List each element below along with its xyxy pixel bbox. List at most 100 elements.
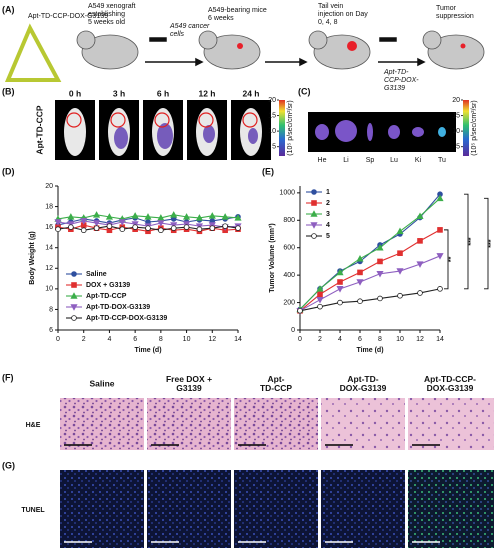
series-line bbox=[299, 229, 441, 312]
organ-label: Lu bbox=[390, 157, 398, 164]
x-tick-label: 14 bbox=[234, 336, 242, 343]
step-text: 6 weeks bbox=[208, 15, 234, 22]
y-tick-label: 10 bbox=[45, 286, 53, 293]
histology-images bbox=[60, 398, 494, 548]
legend-label: 2 bbox=[326, 200, 330, 207]
time-label: 0 h bbox=[69, 88, 81, 98]
step-text: establishing bbox=[88, 11, 125, 18]
significance-bracket bbox=[444, 229, 449, 290]
y-tick-label: 18 bbox=[45, 203, 53, 210]
marker bbox=[55, 226, 61, 233]
panel-label: (C) bbox=[298, 86, 311, 96]
marker bbox=[183, 224, 190, 230]
marker bbox=[80, 218, 88, 225]
marker bbox=[221, 213, 229, 220]
x-tick-label: 12 bbox=[208, 336, 216, 343]
marker bbox=[416, 261, 424, 268]
marker bbox=[182, 221, 191, 228]
group-header: DOX-G3139 bbox=[340, 383, 387, 393]
time-label: 12 h bbox=[198, 88, 215, 98]
time-label: 24 h bbox=[242, 88, 259, 98]
colorbar-label: (10⁵ p/sec/cm²/sr) bbox=[471, 100, 478, 155]
legend-label: Apt-TD-CCP bbox=[86, 293, 127, 300]
colorbar-tick-label: 15 bbox=[452, 112, 460, 119]
time-label: 6 h bbox=[157, 88, 169, 98]
marker bbox=[92, 211, 101, 218]
legend-label: Apt-TD-DOX-G3139 bbox=[86, 304, 150, 311]
step-text: G3139 bbox=[384, 85, 405, 92]
nanostructure bbox=[4, 23, 62, 82]
marker bbox=[396, 268, 404, 275]
marker bbox=[337, 299, 343, 306]
step-text: 0, 4, 8 bbox=[318, 19, 338, 26]
marker bbox=[80, 227, 87, 234]
step-text: Tail vein bbox=[318, 3, 343, 10]
legend-marker bbox=[310, 222, 318, 229]
marker bbox=[356, 279, 364, 286]
x-tick-label: 0 bbox=[56, 336, 60, 343]
x-tick-label: 8 bbox=[378, 336, 382, 343]
y-tick-label: 400 bbox=[283, 272, 295, 279]
x-tick-label: 10 bbox=[183, 336, 191, 343]
marker bbox=[68, 224, 74, 230]
legend-marker bbox=[311, 233, 317, 239]
row-label: Apt-TD-CCP bbox=[34, 105, 44, 154]
y-tick-label: 800 bbox=[283, 217, 295, 224]
marker bbox=[208, 212, 216, 219]
step-text: A549 cancer bbox=[169, 23, 210, 30]
marker bbox=[196, 226, 203, 233]
x-tick-label: 8 bbox=[159, 336, 163, 343]
colorbar-tick-label: 10 bbox=[268, 128, 276, 135]
x-tick-label: 2 bbox=[82, 336, 86, 343]
marker bbox=[118, 219, 126, 226]
significance-bracket bbox=[484, 197, 489, 290]
marker bbox=[145, 225, 151, 231]
marker bbox=[397, 250, 403, 257]
marker bbox=[357, 269, 363, 276]
organ-label: Ki bbox=[415, 157, 422, 164]
time-label: 3 h bbox=[113, 88, 125, 98]
x-tick-label: 6 bbox=[133, 336, 137, 343]
marker bbox=[195, 223, 204, 230]
organ-label: Tu bbox=[438, 157, 446, 164]
legend-marker bbox=[70, 292, 78, 299]
marker bbox=[208, 222, 216, 229]
group-header: Free DOX + bbox=[166, 374, 212, 384]
x-tick-label: 10 bbox=[396, 336, 404, 343]
x-tick-label: 4 bbox=[107, 336, 111, 343]
imaging-frames bbox=[55, 100, 469, 160]
marker bbox=[119, 226, 126, 233]
organ-label: He bbox=[318, 157, 327, 164]
x-tick-label: 4 bbox=[338, 336, 342, 343]
colorbar-tick-label: 20 bbox=[452, 97, 460, 104]
legend-marker bbox=[311, 200, 317, 206]
significance-bracket bbox=[464, 193, 469, 290]
marker bbox=[377, 295, 383, 302]
group-header: Apt-TD- bbox=[347, 374, 378, 384]
significance-label: *** bbox=[488, 239, 495, 247]
colorbar-label: (10⁵ p/sec/cm²/sr) bbox=[287, 100, 294, 155]
marker bbox=[356, 254, 364, 262]
marker bbox=[357, 298, 363, 305]
colorbar-tick-label: 5 bbox=[456, 144, 460, 151]
marker bbox=[222, 223, 228, 229]
marker bbox=[131, 221, 139, 228]
marker bbox=[317, 291, 323, 298]
legend-marker bbox=[71, 282, 77, 288]
y-axis-label: Tumor Volume (mm³) bbox=[269, 223, 276, 292]
x-tick-label: 2 bbox=[318, 336, 322, 343]
organ-label: Li bbox=[343, 157, 349, 164]
panel-label: (A) bbox=[2, 4, 15, 14]
legend-marker bbox=[310, 210, 318, 217]
marker bbox=[158, 227, 164, 234]
y-tick-label: 16 bbox=[45, 224, 53, 231]
group-header: Saline bbox=[89, 378, 114, 388]
marker bbox=[105, 213, 114, 220]
step-text: CCP-DOX- bbox=[384, 77, 419, 84]
panel-label: (F) bbox=[2, 372, 14, 382]
colorbar-tick-label: 10 bbox=[452, 128, 460, 135]
legend-label: 3 bbox=[326, 211, 330, 218]
organ-label: Sp bbox=[366, 157, 375, 164]
marker bbox=[157, 220, 165, 227]
